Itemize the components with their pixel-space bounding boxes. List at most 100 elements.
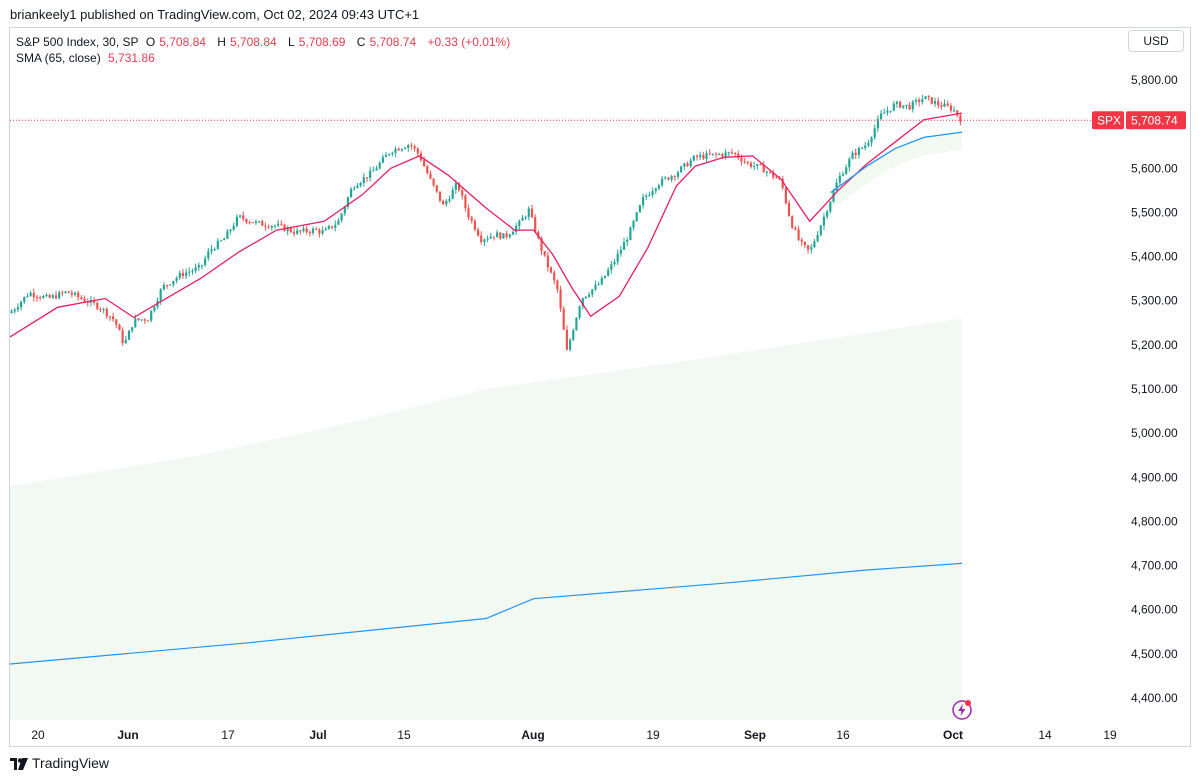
candle-body — [651, 191, 654, 195]
candle-body — [432, 178, 435, 186]
candle-body — [727, 152, 730, 154]
candle-body — [451, 189, 454, 199]
candle-body — [457, 183, 461, 191]
candle-body — [575, 317, 578, 331]
candle-body — [175, 277, 178, 281]
open-label: O — [145, 35, 156, 49]
candle-body — [908, 104, 911, 110]
candle-body — [448, 199, 451, 201]
candle-body — [638, 205, 641, 213]
candle-body — [188, 271, 191, 273]
candle-body — [511, 231, 515, 235]
candle-body — [258, 221, 261, 223]
candle-body — [781, 178, 784, 188]
close-label: C — [356, 35, 366, 49]
candle-body — [245, 219, 248, 223]
candle-body — [572, 330, 575, 340]
candle-body — [765, 171, 768, 173]
candle-body — [77, 292, 80, 298]
candle-body — [810, 247, 813, 250]
shade-area-upper — [830, 132, 962, 211]
footer-brand[interactable]: TradingView — [10, 755, 109, 771]
candle-body — [588, 294, 591, 297]
candle-body — [359, 183, 362, 186]
candle-body — [124, 339, 127, 343]
candle-body — [543, 251, 546, 256]
candle-body — [768, 171, 772, 173]
candle-body — [670, 176, 673, 180]
candle-body — [58, 292, 61, 299]
candle-body — [927, 96, 930, 98]
candle-body — [746, 162, 749, 164]
x-tick-label: 19 — [646, 728, 660, 742]
candle-body — [140, 319, 143, 321]
candle-body — [108, 316, 111, 318]
candle-body — [530, 208, 534, 218]
candle-body — [356, 185, 359, 188]
candle-body — [442, 200, 445, 205]
candle-body — [464, 195, 467, 209]
candle-body — [207, 251, 210, 259]
candle-body — [67, 291, 70, 293]
y-tick-label: 4,900.00 — [1131, 470, 1178, 484]
candle-body — [784, 187, 787, 204]
long-ma-series — [9, 562, 963, 665]
candle-body — [715, 153, 718, 155]
candle-body — [45, 295, 48, 296]
candle-body — [499, 232, 502, 239]
candle-body — [299, 230, 302, 232]
candle-body — [162, 285, 165, 290]
candle-body — [553, 272, 556, 281]
candle-body — [461, 190, 464, 196]
candle-body — [277, 223, 280, 226]
candle-body — [518, 220, 521, 226]
candle-body — [296, 230, 299, 234]
candle-body — [388, 154, 391, 155]
candle-body — [492, 236, 495, 238]
candle-body — [473, 220, 476, 230]
candle-body — [404, 148, 407, 150]
lightning-icon[interactable] — [951, 699, 973, 721]
x-tick-label: 17 — [221, 728, 235, 742]
candle-body — [648, 194, 651, 196]
candle-body — [584, 296, 587, 299]
candle-body — [534, 217, 537, 232]
tradingview-logo-icon — [10, 757, 28, 770]
candle-body — [911, 101, 914, 110]
high-value: 5,708.84 — [229, 35, 277, 49]
candle-body — [39, 297, 42, 299]
brand-name: TradingView — [32, 755, 110, 771]
candle-body — [851, 152, 854, 159]
candle-body — [883, 112, 886, 114]
candle-body — [546, 255, 549, 268]
candle-body — [83, 298, 86, 302]
candle-body — [261, 221, 264, 226]
candle-body — [502, 233, 505, 239]
candle-body — [718, 154, 721, 156]
candle-body — [200, 265, 204, 266]
candle-body — [51, 295, 54, 298]
candle-body — [616, 253, 619, 262]
candle-body — [775, 177, 778, 179]
candle-body — [26, 296, 29, 298]
last-price-label: 5,708.74 — [1131, 113, 1178, 127]
candle-body — [959, 115, 962, 122]
candle-body — [318, 229, 321, 234]
candle-body — [816, 235, 819, 242]
candle-body — [841, 174, 845, 176]
currency-button[interactable]: USD — [1128, 30, 1184, 52]
candle-body — [159, 289, 162, 301]
candle-body — [838, 175, 841, 183]
candle-body — [632, 221, 635, 228]
candle-body — [137, 318, 140, 320]
candle-body — [486, 238, 489, 240]
x-tick-label: 16 — [836, 728, 850, 742]
long-ma-line — [9, 562, 963, 665]
candle-body — [949, 105, 952, 111]
candle-body — [676, 172, 680, 177]
candle-body — [416, 148, 419, 154]
candle-body — [933, 101, 937, 104]
candle-body — [619, 249, 622, 254]
candle-body — [362, 177, 365, 183]
